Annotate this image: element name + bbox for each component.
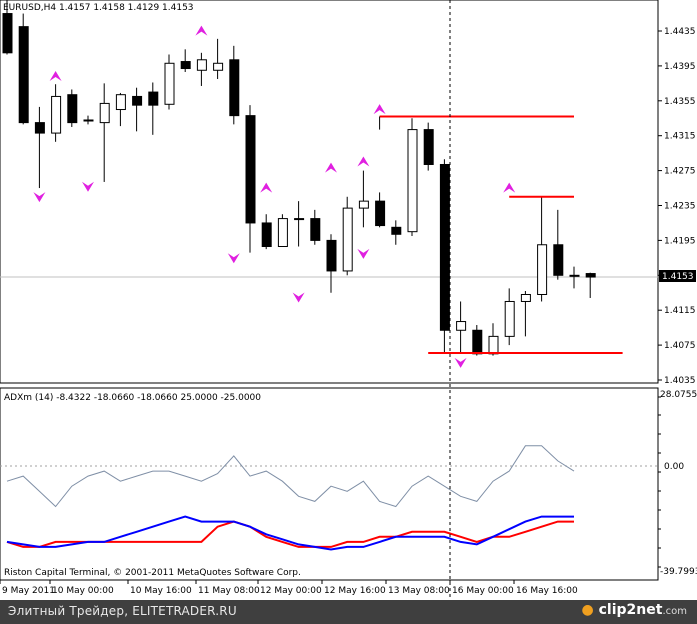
candle-bullish (342, 207, 353, 272)
logo-main: clip2net (598, 602, 663, 618)
price-tick-label: 1.4395 (664, 62, 696, 72)
price-tick-label: 1.4275 (664, 167, 696, 177)
candle-bullish (115, 94, 126, 111)
time-tick-label: 10 May 00:00 (52, 586, 114, 596)
levels-layer (379, 115, 623, 354)
candle-bullish (504, 300, 515, 337)
time-tick-label: 12 May 16:00 (324, 586, 386, 596)
indicator-zero-value: 0.00 (664, 462, 684, 472)
candle-bearish (229, 59, 240, 117)
current-price-label: 1.4153 (662, 272, 694, 282)
fractal-down-arrow (454, 357, 467, 368)
candle-bullish (569, 274, 580, 277)
candle-bearish (375, 200, 386, 227)
watermark-footer: Элитный Трейдер, ELITETRADER.RU ● clip2n… (0, 600, 697, 624)
candle-bullish (407, 129, 418, 233)
fractal-down-arrow (357, 248, 370, 259)
time-tick-label: 9 May 2011 (2, 586, 55, 596)
candles-layer (2, 0, 596, 356)
fractal-down-arrow (82, 181, 94, 192)
candle-bullish (99, 102, 110, 124)
price-tick-label: 1.4435 (664, 27, 696, 37)
candle-bearish (245, 115, 256, 224)
fractal-up-arrow (195, 25, 208, 36)
candle-bearish (2, 13, 13, 54)
candle-bullish (213, 62, 224, 71)
price-tick-label: 1.4115 (664, 306, 696, 316)
symbol-label: EURUSD,H4 1.4157 1.4158 1.4129 1.4153 (3, 3, 194, 13)
fractal-up-arrow (503, 182, 516, 193)
candle-bearish (132, 95, 143, 106)
candle-bearish (34, 122, 45, 134)
candle-bearish (553, 244, 564, 276)
candle-bearish (180, 61, 191, 70)
fractal-up-arrow (260, 182, 273, 193)
candle-bullish (488, 335, 499, 355)
fractal-down-arrow (227, 253, 240, 264)
candle-bearish (310, 218, 321, 241)
candle-bullish (456, 321, 467, 331)
candle-bearish (326, 239, 337, 272)
indicator-label: ADXm (14) -8.4322 -18.0660 -18.0660 25.0… (4, 393, 261, 403)
candle-bullish (520, 293, 531, 302)
candle-bearish (18, 26, 29, 124)
fractal-up-arrow (357, 156, 370, 167)
logo-sub: .com (662, 606, 687, 617)
time-tick-label: 11 May 08:00 (198, 586, 260, 596)
candle-bearish (391, 226, 402, 235)
candle-bearish (585, 273, 596, 278)
candle-bullish (51, 95, 62, 134)
price-tick-label: 1.4195 (664, 236, 696, 246)
time-tick-label: 10 May 16:00 (130, 586, 192, 596)
candle-bullish (537, 244, 548, 295)
fractal-down-arrow (292, 292, 305, 303)
price-tick-label: 1.4315 (664, 132, 696, 142)
price-tick-label: 1.4355 (664, 97, 696, 107)
chart-canvas[interactable]: 1.4435 1.4395 1.4355 1.4315 1.4275 1.4235 1.41… (0, 0, 697, 600)
adx-indicator-layer (0, 396, 661, 568)
fractal-up-arrow (325, 162, 337, 173)
price-axis: 1.4435 1.4395 1.4355 1.4315 1.4275 1.4235 1.41… (0, 27, 696, 386)
candle-bearish (261, 222, 272, 248)
mt4-chart-window[interactable]: 1.4435 1.4395 1.4355 1.4315 1.4275 1.4235 1.41… (0, 0, 697, 600)
candle-bullish (277, 218, 288, 248)
indicator-bottom-value: -39.7993 (660, 567, 697, 577)
footer-site-text: Элитный Трейдер, ELITETRADER.RU (8, 604, 237, 618)
current-price-marker (659, 270, 696, 282)
fractal-arrows-layer (33, 25, 516, 368)
time-tick-label: 13 May 08:00 (388, 586, 450, 596)
fractal-up-arrow (49, 70, 62, 81)
price-tick-label: 1.4075 (664, 341, 696, 351)
candle-bearish (439, 163, 450, 331)
candle-bearish (423, 129, 434, 165)
price-tick-label: 1.4235 (664, 202, 696, 212)
time-tick-label: 16 May 00:00 (452, 586, 514, 596)
adx-line (6, 445, 575, 508)
candle-bullish (358, 200, 369, 209)
copyright-label: Riston Capital Terminal, © 2001-2011 Met… (4, 568, 301, 578)
clip2net-logo: ● clip2net.com (581, 602, 687, 618)
price-panel-frame (0, 0, 659, 384)
candle-bearish (472, 329, 483, 355)
time-tick-label: 16 May 16:00 (516, 586, 578, 596)
di-plus-line (6, 515, 574, 551)
candle-bearish (148, 91, 159, 106)
price-tick-label: 1.4035 (664, 376, 696, 386)
fractal-down-arrow (33, 192, 46, 203)
candle-bullish (83, 119, 94, 122)
time-tick-label: 12 May 00:00 (260, 586, 322, 596)
candle-bearish (67, 94, 78, 124)
fractal-up-arrow (373, 104, 386, 115)
candle-bullish (196, 59, 207, 71)
candle-bullish (164, 62, 175, 105)
indicator-top-value: 28.0755 (660, 390, 697, 400)
candle-bullish (294, 218, 305, 221)
indicator-panel-frame (0, 387, 659, 581)
